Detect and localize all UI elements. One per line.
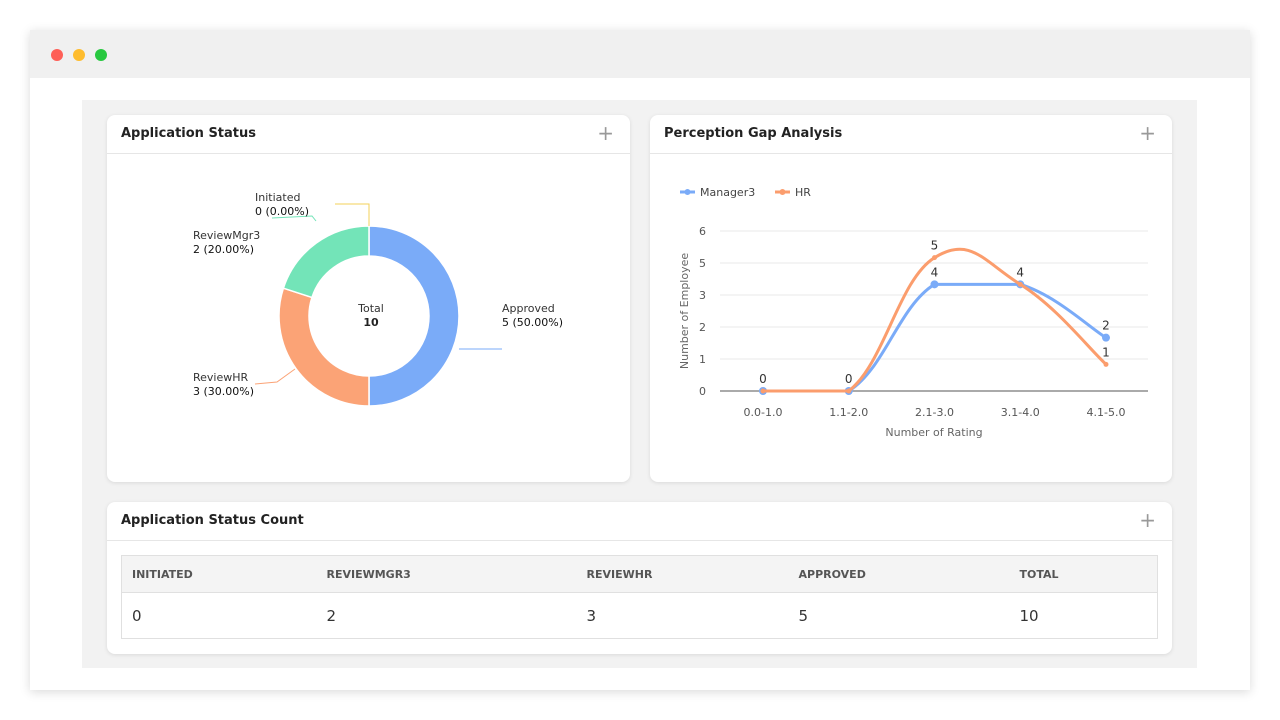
svg-text:Manager3: Manager3 (700, 186, 755, 199)
title-bar (30, 30, 1250, 78)
maximize-window-button[interactable] (95, 49, 107, 61)
data-label: 1 (1102, 345, 1110, 359)
data-point-manager3[interactable] (930, 280, 939, 289)
data-label: 4 (1016, 265, 1024, 279)
header-reviewhr: REVIEWHR (576, 555, 789, 593)
table-row: 0 2 3 5 10 (122, 593, 1158, 639)
minimize-window-button[interactable] (73, 49, 85, 61)
series-line-manager3 (763, 282, 1107, 393)
y-axis-title: Number of Employee (678, 253, 691, 369)
data-point-manager3[interactable] (1102, 333, 1110, 342)
x-tick-label: 4.1-5.0 (1087, 406, 1126, 419)
legend-hr[interactable]: HR (775, 186, 811, 199)
y-tick-label: 2 (699, 321, 706, 334)
x-tick-label: 0.0-1.0 (744, 406, 783, 419)
application-status-card: Application Status + Total 10 Approved 5 … (107, 115, 630, 482)
slice-reviewmgr3[interactable] (282, 225, 370, 299)
header-total: TOTAL (1009, 555, 1158, 593)
cell-reviewhr: 3 (586, 606, 597, 625)
cell-approved: 5 (798, 606, 809, 625)
y-tick-label: 6 (699, 225, 706, 238)
data-point-hr[interactable] (1103, 361, 1109, 367)
header-reviewmgr3: REVIEWMGR3 (316, 555, 577, 593)
cell-initiated: 0 (132, 606, 142, 625)
x-tick-label: 3.1-4.0 (1001, 406, 1040, 419)
cell-reviewmgr3: 2 (326, 606, 337, 625)
card-header: Application Status Count + (107, 502, 1172, 541)
card-title: Application Status Count (121, 513, 304, 528)
legend-manager3[interactable]: Manager3 (680, 186, 755, 199)
leader-initiated (335, 203, 370, 226)
data-label: 0 (845, 372, 853, 386)
close-window-button[interactable] (51, 49, 63, 61)
data-point-hr[interactable] (1017, 281, 1023, 287)
label-initiated: Initiated 0 (0.00%) (255, 191, 310, 218)
label-reviewmgr3: ReviewMgr3 2 (20.00%) (193, 229, 261, 256)
perception-gap-card: Perception Gap Analysis + Manager3 HR 0 1… (650, 115, 1172, 482)
leader-reviewhr (254, 368, 296, 385)
x-axis-title: Number of Rating (885, 426, 982, 439)
donut-center-label: Total (357, 302, 384, 315)
expand-plus-icon[interactable]: + (597, 121, 614, 145)
data-label: 2 (1102, 319, 1110, 333)
donut-center-value: 10 (363, 316, 379, 329)
card-title: Perception Gap Analysis (664, 126, 843, 141)
expand-plus-icon[interactable]: + (1139, 508, 1156, 532)
card-header: Perception Gap Analysis + (650, 115, 1172, 154)
donut-chart: Total 10 (254, 203, 502, 407)
svg-text:HR: HR (795, 186, 811, 199)
line-chart: Manager3 HR 0 1 2 3 5 6 0.0-1.0 1.1-2.0 2.1-3.0 3… (678, 186, 1148, 439)
table-header-row: INITIATED REVIEWMGR3 REVIEWHR APPROVED T… (121, 555, 1158, 593)
y-tick-label: 0 (699, 385, 706, 398)
cell-total: 10 (1019, 606, 1039, 625)
y-tick-label: 3 (699, 289, 706, 302)
y-tick-label: 5 (699, 257, 706, 270)
label-reviewhr: ReviewHR 3 (30.00%) (193, 371, 255, 398)
header-approved: APPROVED (788, 555, 1010, 593)
data-label: 0 (759, 372, 767, 386)
data-label: 4 (931, 265, 939, 279)
label-approved: Approved 5 (50.00%) (502, 302, 564, 329)
y-tick-label: 1 (699, 353, 706, 366)
status-count-table: INITIATED REVIEWMGR3 REVIEWHR APPROVED T… (121, 555, 1158, 639)
data-point-hr[interactable] (846, 388, 852, 394)
data-point-hr[interactable] (760, 388, 766, 394)
slice-approved[interactable] (368, 225, 460, 407)
card-title: Application Status (121, 126, 257, 141)
x-tick-label: 2.1-3.0 (915, 406, 954, 419)
status-count-card: Application Status Count + INITIATED REV… (107, 502, 1172, 654)
x-tick-label: 1.1-2.0 (829, 406, 868, 419)
slice-reviewhr[interactable] (278, 287, 370, 407)
data-point-hr[interactable] (932, 255, 937, 261)
expand-plus-icon[interactable]: + (1139, 121, 1156, 145)
card-header: Application Status + (107, 115, 630, 154)
data-label: 5 (931, 239, 939, 253)
header-initiated: INITIATED (121, 555, 317, 593)
leader-reviewmgr3 (271, 215, 317, 222)
